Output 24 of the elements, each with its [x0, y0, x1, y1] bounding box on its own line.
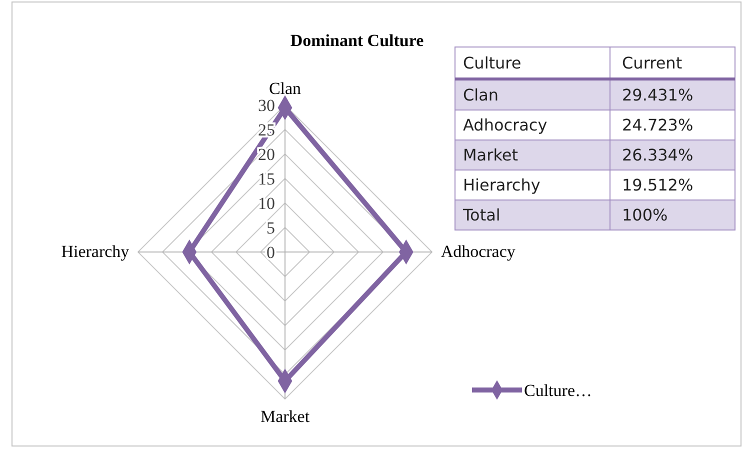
- y-tick-label: 10: [258, 194, 275, 213]
- text: 100%: [622, 206, 668, 225]
- category-label: Market: [463, 146, 518, 165]
- y-tick-label: 0: [266, 242, 275, 262]
- text: Total: [462, 206, 500, 225]
- category-label: Adhocracy: [463, 116, 548, 135]
- y-tick-label: 15: [258, 169, 275, 188]
- spoke-label: Clan: [268, 79, 302, 98]
- text: 19.512%: [622, 176, 694, 195]
- spoke-label: Market: [260, 406, 310, 426]
- text: Current: [622, 54, 682, 73]
- spoke-label: Adhocracy: [440, 242, 516, 261]
- chart-title: Dominant Culture: [290, 31, 424, 50]
- category-label: Clan: [463, 86, 499, 105]
- spoke-label: Hierarchy: [61, 242, 130, 261]
- text: 24.723%: [622, 116, 694, 135]
- y-tick-label: 5: [266, 218, 275, 238]
- text: Culture: [463, 54, 522, 73]
- text: 26.334%: [622, 146, 694, 165]
- y-tick-label: 30: [258, 96, 275, 115]
- text: 29.431%: [622, 86, 694, 105]
- legend-label: Culture…: [524, 380, 592, 400]
- category-label: Hierarchy: [463, 176, 540, 195]
- y-tick-label: 20: [258, 144, 275, 164]
